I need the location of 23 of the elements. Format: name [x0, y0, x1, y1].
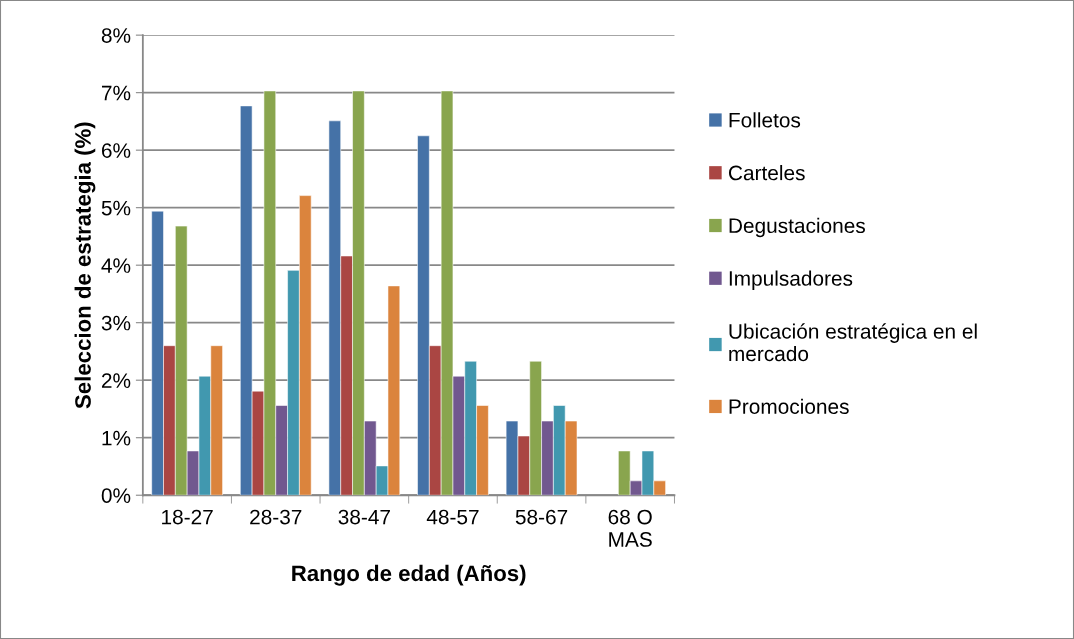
y-tick-label: 1%: [102, 430, 131, 446]
y-tick-label: 8%: [101, 28, 131, 43]
x-tick-label: 48-57: [426, 509, 479, 525]
legend-label: Carteles: [728, 165, 805, 181]
x-tick-label: 28-37: [250, 509, 302, 525]
y-tick-label: 4%: [101, 258, 131, 273]
legend-label: Degustaciones: [729, 217, 865, 238]
legend-label: Folletos: [729, 112, 801, 128]
x-tick-label: 18-27: [162, 509, 213, 525]
x-axis-title: Rango de edad (Años): [292, 564, 526, 586]
y-axis-title: Seleccion de estrategia (%): [74, 122, 96, 409]
y-tick-label: 7%: [101, 85, 131, 101]
x-tick-label: 58-67: [515, 509, 568, 525]
y-tick-label: 3%: [101, 315, 131, 331]
y-tick-label: 0%: [101, 488, 131, 503]
y-tick-label: 5%: [101, 200, 131, 216]
legend-label: Impulsadores: [729, 270, 853, 290]
x-tick-label: 68 O MAS: [608, 509, 652, 547]
y-tick-label: 2%: [101, 373, 131, 388]
y-tick-label: 6%: [101, 143, 131, 158]
x-tick-label: 38-47: [338, 509, 390, 525]
legend-label: Ubicación estratégica en el mercado: [729, 323, 977, 362]
legend-label: Promociones: [729, 398, 849, 414]
